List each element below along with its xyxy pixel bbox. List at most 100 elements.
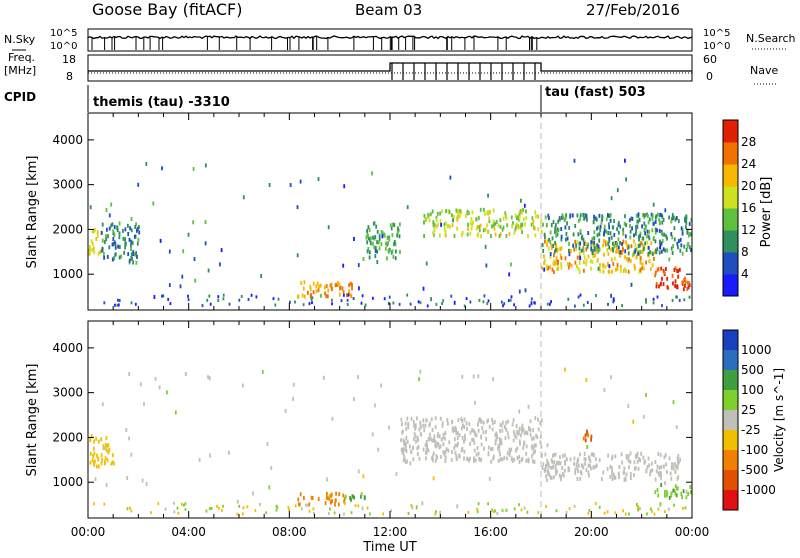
velocity-cell <box>676 476 679 481</box>
velocity-cell <box>625 472 628 477</box>
velocity-cell <box>664 510 666 514</box>
velocity-cell <box>633 466 636 471</box>
power-cell <box>635 228 637 233</box>
power-cell <box>299 179 302 184</box>
velocity-cell <box>487 502 489 506</box>
velocity-cell <box>477 422 479 427</box>
power-cell <box>138 225 140 230</box>
velocity-cell <box>89 460 92 465</box>
power-cell <box>153 295 156 299</box>
velocity-cell <box>177 511 180 515</box>
power-cell <box>688 281 690 285</box>
power-cell <box>672 215 674 220</box>
power-cell <box>95 237 98 241</box>
power-cell <box>346 293 348 298</box>
power-cell <box>469 300 472 304</box>
velocity-cell <box>222 504 224 508</box>
velocity-cell <box>526 431 529 436</box>
power-cell <box>366 249 369 254</box>
power-cell <box>554 226 557 231</box>
power-cell <box>659 220 661 225</box>
velocity-cell <box>125 428 128 432</box>
velocity-cell <box>554 452 557 457</box>
velocity-cell <box>473 456 475 461</box>
velocity-cell <box>184 508 187 511</box>
velocity-cell <box>308 502 311 507</box>
velocity-cell <box>564 453 566 458</box>
velocity-cell <box>499 452 501 457</box>
power-cell <box>391 249 394 254</box>
power-cell <box>657 212 659 217</box>
velocity-cell <box>453 437 456 442</box>
power-cell <box>611 269 613 274</box>
power-cell <box>603 228 606 233</box>
power-cell <box>118 235 121 240</box>
power-cell <box>685 220 688 225</box>
power-cell <box>426 304 429 308</box>
velocity-cell <box>687 492 690 496</box>
velocity-cell <box>415 505 418 510</box>
velocity-cell <box>673 503 675 507</box>
power-cell <box>561 215 563 220</box>
velocity-cell <box>440 437 443 442</box>
power-cell <box>673 215 676 220</box>
power-cell <box>487 193 489 198</box>
power-cell <box>629 259 632 263</box>
power-cell <box>114 252 117 257</box>
velocity-cell <box>420 425 422 430</box>
velocity-cell <box>266 441 269 446</box>
velocity-cell <box>457 431 459 436</box>
velocity-cell <box>441 421 444 426</box>
velocity-cell <box>92 454 95 458</box>
power-cell <box>551 245 553 250</box>
power-cell <box>433 227 436 232</box>
power-cell <box>585 258 588 263</box>
power-cell <box>113 225 116 230</box>
power-cell <box>567 265 570 270</box>
velocity-cell <box>656 488 659 492</box>
velocity-cell <box>651 461 653 466</box>
power-cell <box>456 226 458 231</box>
power-cell <box>666 276 669 281</box>
power-cell <box>543 254 545 259</box>
power-cell <box>582 237 585 242</box>
power-cell <box>347 293 350 297</box>
velocity-cell <box>380 383 382 388</box>
power-cell <box>599 227 602 232</box>
velocity-cell <box>638 457 640 462</box>
power-cell <box>136 241 139 246</box>
velocity-cell <box>460 426 463 431</box>
power-cell <box>597 266 600 271</box>
power-cell <box>651 213 654 218</box>
power-cell <box>439 233 441 238</box>
velocity-cell <box>173 510 176 514</box>
power-cell <box>568 252 571 257</box>
power-cell <box>206 298 209 302</box>
velocity-cell <box>598 458 601 463</box>
velocity-cell <box>463 439 465 444</box>
power-cell <box>673 237 676 242</box>
power-cell <box>376 260 379 264</box>
velocity-cell <box>417 438 419 443</box>
power-cell <box>530 297 533 301</box>
power-cell <box>296 253 299 258</box>
power-cell <box>393 242 395 247</box>
power-cell <box>371 241 374 246</box>
velocity-cell <box>679 457 681 462</box>
velocity-cell <box>575 462 578 467</box>
power-cell <box>460 210 463 215</box>
power-cell <box>145 161 148 166</box>
power-cell <box>425 217 428 221</box>
power-cell <box>348 283 350 288</box>
velocity-cell <box>447 448 450 453</box>
velocity-cell <box>236 512 239 516</box>
power-cell <box>209 302 212 306</box>
power-cell <box>357 263 360 268</box>
velocity-cell <box>97 464 100 469</box>
velocity-cell <box>363 496 366 501</box>
power-cell <box>634 266 636 271</box>
velocity-cell <box>429 436 432 441</box>
power-cell <box>499 224 502 229</box>
velocity-cell <box>298 502 301 507</box>
